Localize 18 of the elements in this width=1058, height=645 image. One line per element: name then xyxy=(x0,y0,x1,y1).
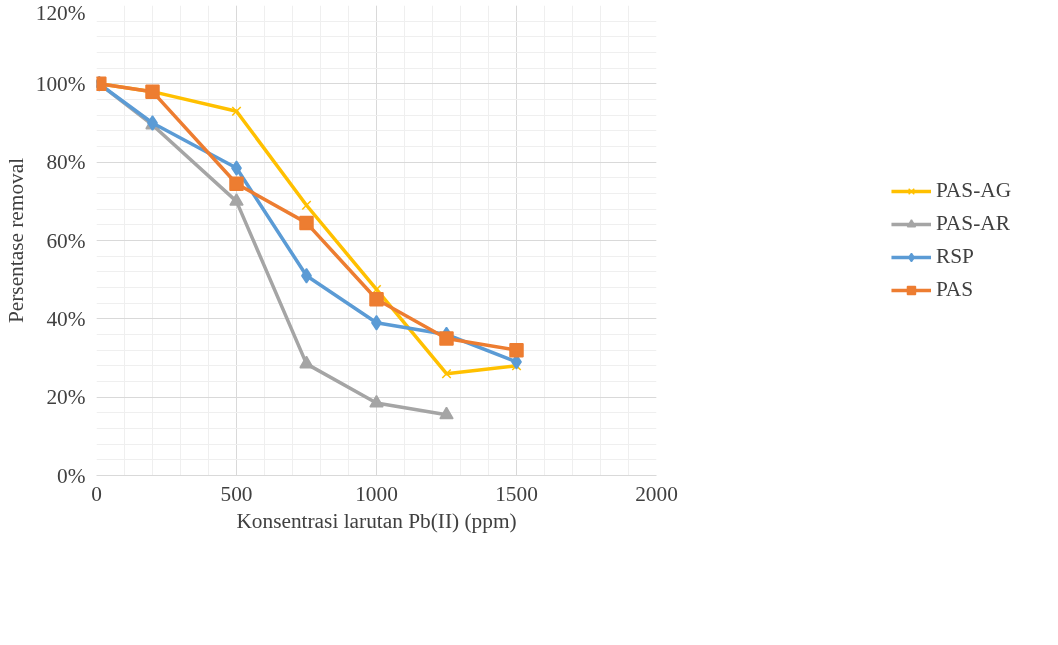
y-tick-label: 20% xyxy=(46,385,86,410)
x-tick-label: 1500 xyxy=(495,481,538,506)
x-tick-label: 1000 xyxy=(355,481,398,506)
y-tick-label: 120% xyxy=(35,0,86,25)
x-tick-label: 500 xyxy=(220,481,253,506)
y-tick-label: 0% xyxy=(57,463,86,488)
y-tick-label: 80% xyxy=(46,150,86,175)
y-axis-title: Persentase removal xyxy=(3,157,28,324)
x-tick-label: 2000 xyxy=(635,481,678,506)
y-tick-label: 60% xyxy=(46,228,86,253)
legend-label: RSP xyxy=(935,244,974,269)
x-tick-label: 0 xyxy=(91,481,102,506)
x-axis-title: Konsentrasi larutan Pb(II) (ppm) xyxy=(236,508,517,533)
legend-label: PAS-AR xyxy=(935,211,1010,236)
y-tick-label: 100% xyxy=(35,71,86,96)
legend-label: PAS-AG xyxy=(935,178,1012,203)
legend-label: PAS xyxy=(935,277,974,302)
y-tick-label: 40% xyxy=(46,306,86,331)
